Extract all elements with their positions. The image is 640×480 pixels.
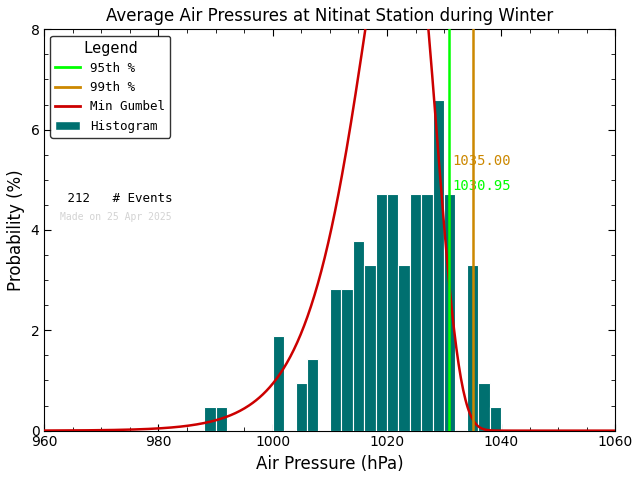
Bar <box>398 265 410 431</box>
Bar <box>376 194 387 431</box>
Bar <box>467 265 478 431</box>
Text: Made on 25 Apr 2025: Made on 25 Apr 2025 <box>60 212 172 222</box>
Bar <box>387 194 398 431</box>
Bar <box>341 288 353 431</box>
Bar <box>353 241 364 431</box>
X-axis label: Air Pressure (hPa): Air Pressure (hPa) <box>256 455 404 473</box>
Text: 212   # Events: 212 # Events <box>60 192 173 205</box>
Bar <box>216 407 227 431</box>
Bar <box>204 407 216 431</box>
Legend: 95th %, 99th %, Min Gumbel, Histogram: 95th %, 99th %, Min Gumbel, Histogram <box>51 36 170 138</box>
Bar <box>307 360 319 431</box>
Bar <box>444 194 456 431</box>
Bar <box>364 265 376 431</box>
Bar <box>421 194 433 431</box>
Bar <box>478 384 490 431</box>
Bar <box>296 384 307 431</box>
Title: Average Air Pressures at Nitinat Station during Winter: Average Air Pressures at Nitinat Station… <box>106 7 554 25</box>
Y-axis label: Probability (%): Probability (%) <box>7 169 25 291</box>
Bar <box>490 407 501 431</box>
Bar <box>273 336 284 431</box>
Bar <box>330 288 341 431</box>
Bar <box>433 99 444 431</box>
Text: 1035.00: 1035.00 <box>452 154 511 168</box>
Bar <box>410 194 421 431</box>
Text: 1030.95: 1030.95 <box>452 179 511 193</box>
